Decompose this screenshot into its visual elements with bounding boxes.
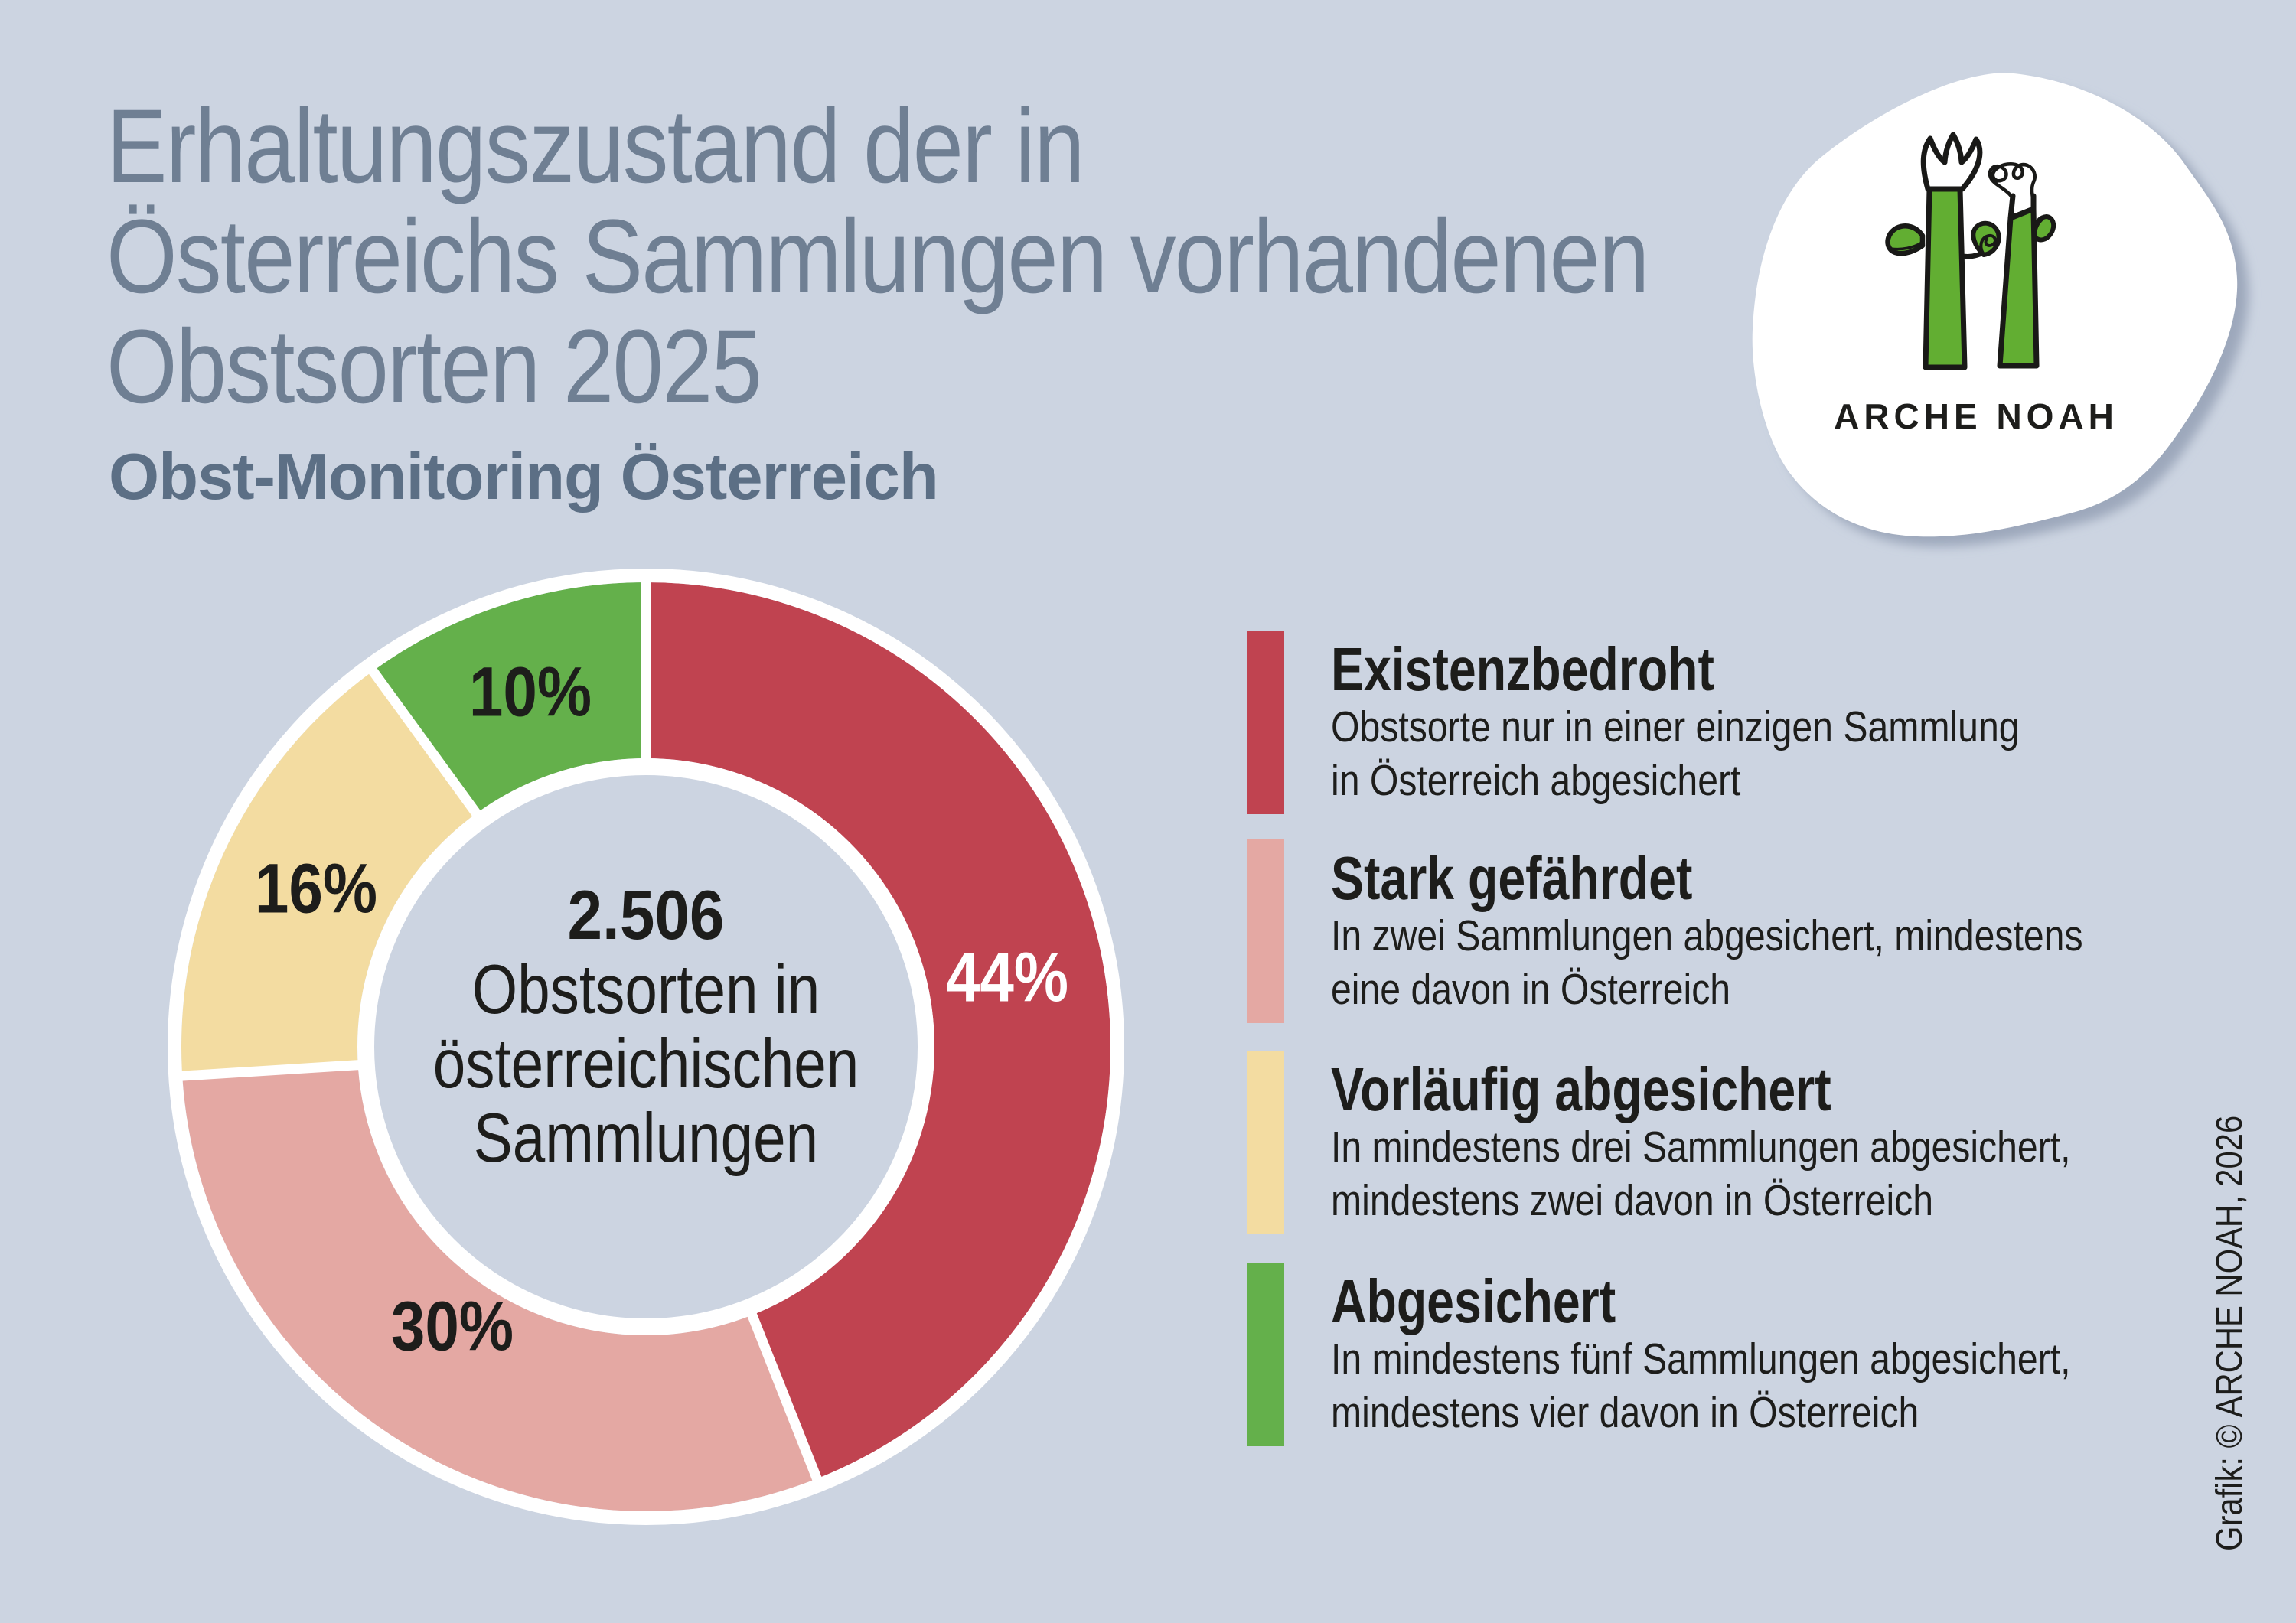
svg-text:ARCHE NOAH: ARCHE NOAH <box>1834 396 2118 436</box>
